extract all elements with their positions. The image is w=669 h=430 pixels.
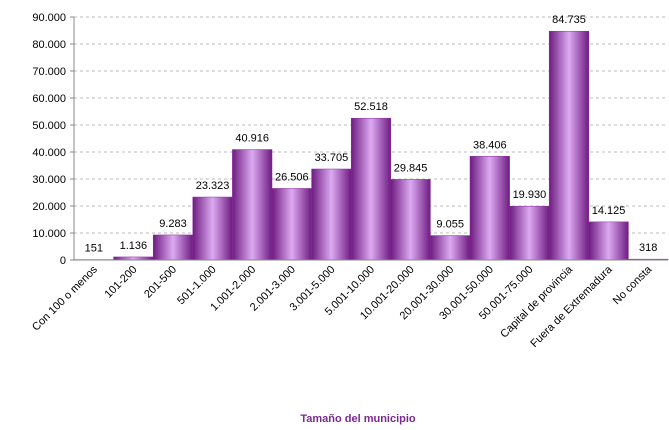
value-label: 40.916 [235, 133, 269, 145]
x-tick-label: Fuera de Extremadura [528, 263, 615, 350]
y-tick-label: 50.000 [32, 120, 66, 132]
bar [232, 149, 273, 261]
bar [311, 168, 352, 261]
bar [390, 179, 431, 261]
value-label: 14.125 [592, 205, 626, 217]
y-tick-label: 0 [60, 255, 66, 267]
value-label: 151 [85, 243, 103, 255]
y-tick-label: 20.000 [32, 201, 66, 213]
bar [548, 30, 590, 261]
y-tick-label: 10.000 [32, 228, 66, 240]
bar [509, 205, 550, 261]
x-axis-title: Tamaño del municipio [300, 413, 416, 425]
value-label: 23.323 [196, 180, 230, 192]
x-tick-label: 101-200 [102, 264, 139, 301]
bar [350, 117, 392, 261]
value-label: 318 [639, 242, 657, 254]
value-label: 38.406 [473, 139, 507, 151]
y-tick-label: 40.000 [32, 147, 66, 159]
x-tick-label: Capital de provincia [498, 263, 575, 340]
y-tick-label: 60.000 [32, 93, 66, 105]
y-tick-label: 80.000 [32, 39, 66, 51]
value-label: 19.930 [513, 189, 547, 201]
value-label: 26.506 [275, 171, 309, 183]
y-tick-label: 90.000 [32, 12, 66, 24]
bar [469, 156, 510, 261]
y-tick-label: 30.000 [32, 174, 66, 186]
bar [271, 188, 312, 261]
bar [588, 221, 629, 261]
value-label: 29.845 [394, 162, 428, 174]
value-label: 33.705 [315, 152, 349, 164]
value-label: 84.735 [552, 14, 586, 26]
x-tick-label: No consta [611, 263, 655, 307]
value-label: 52.518 [354, 101, 388, 113]
value-label: 1.136 [120, 240, 148, 252]
bar [430, 235, 471, 261]
value-label: 9.055 [436, 219, 464, 231]
y-tick-label: 70.000 [32, 66, 66, 78]
x-tick-label: Con 100 o menos [30, 263, 100, 333]
bar [192, 196, 233, 261]
value-label: 9.283 [159, 218, 187, 230]
bar [152, 234, 194, 261]
x-tick-label: 201-500 [142, 264, 179, 301]
